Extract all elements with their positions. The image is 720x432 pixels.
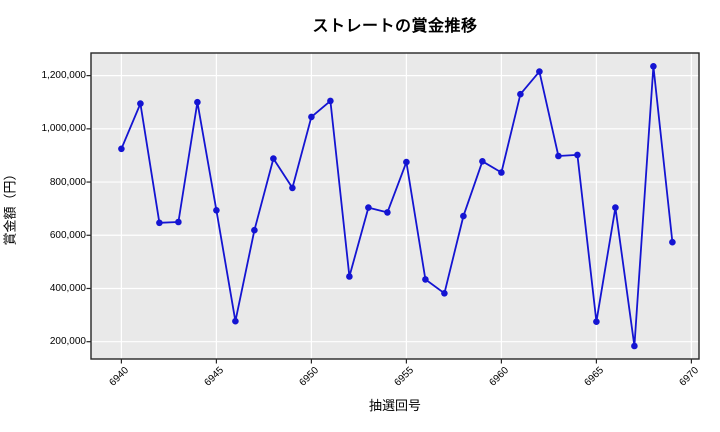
data-point <box>460 212 467 220</box>
x-axis-label: 抽選回号 <box>368 398 421 413</box>
chart-title: ストレートの賞金推移 <box>312 18 478 35</box>
data-point <box>327 97 334 105</box>
data-point <box>498 169 505 176</box>
data-point <box>650 63 657 70</box>
data-point <box>308 113 315 121</box>
data-point <box>384 209 391 216</box>
data-point <box>270 155 277 162</box>
data-point <box>422 276 429 283</box>
data-point <box>612 204 619 211</box>
plot-background <box>91 53 699 359</box>
data-point <box>137 100 144 107</box>
data-point <box>403 158 410 166</box>
data-point <box>441 290 448 297</box>
data-point <box>175 218 182 226</box>
y-tick-label: 1,000,000 <box>41 123 87 134</box>
y-tick-label: 800,000 <box>49 177 86 188</box>
data-point <box>232 317 239 325</box>
data-point <box>631 342 638 350</box>
data-point <box>118 145 125 153</box>
y-tick-label: 1,200,000 <box>41 70 87 81</box>
data-point <box>365 204 372 211</box>
data-point <box>194 98 201 106</box>
data-point <box>156 219 163 227</box>
data-point <box>346 273 353 280</box>
y-tick-label: 200,000 <box>49 336 86 347</box>
data-point <box>574 151 581 159</box>
data-point <box>517 90 524 98</box>
series-line <box>120 65 674 347</box>
data-point <box>536 68 543 75</box>
data-point <box>479 158 486 165</box>
plot-border <box>90 52 700 360</box>
data-point <box>289 184 296 192</box>
data-point <box>251 226 258 234</box>
data-point <box>213 207 220 214</box>
y-tick-label: 400,000 <box>49 283 86 294</box>
data-point <box>555 152 562 160</box>
data-point <box>669 238 676 246</box>
y-tick-label: 600,000 <box>49 230 86 241</box>
data-point <box>593 318 600 326</box>
y-axis-label: 賞金額（円） <box>2 167 18 246</box>
